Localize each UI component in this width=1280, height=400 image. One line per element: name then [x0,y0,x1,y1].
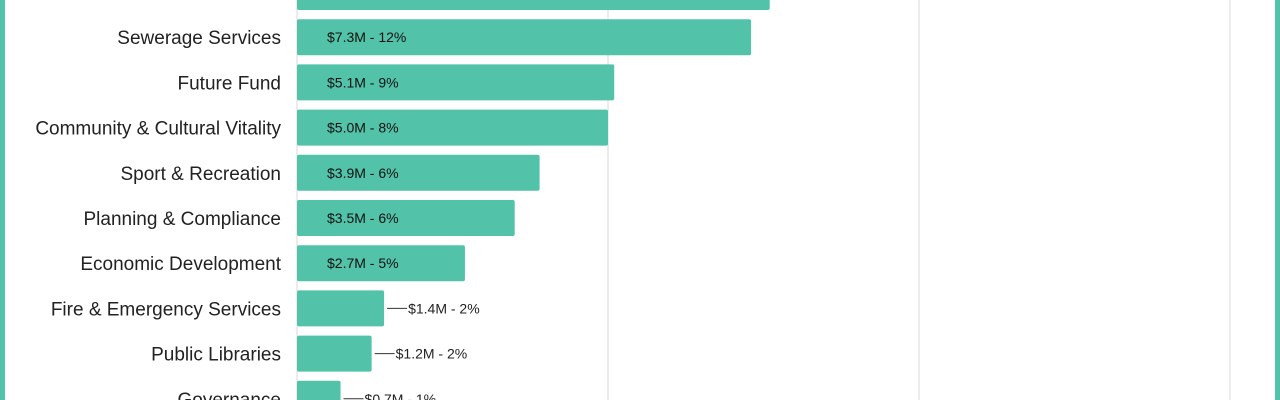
category-label-8: Public Libraries [151,345,281,366]
data-label-5: $3.5M - 6% [327,210,399,226]
category-label-5: Planning & Compliance [83,209,281,230]
category-label-1: Sewerage Services [117,28,281,49]
data-label-9: $0.7M - 1% [365,391,437,400]
data-label-1: $7.3M - 12% [327,29,406,45]
labels: Sewerage Services $7.3M - 12% Future Fund $… [35,28,479,400]
bars [297,0,770,400]
bar-8 [297,335,372,372]
bar-3 [297,109,608,146]
bar-chart: Sewerage Services $7.3M - 12% Future Fund $… [35,0,1231,400]
bar-9 [297,380,341,400]
data-label-2: $5.1M - 9% [327,74,399,90]
data-label-4: $3.9M - 6% [327,165,399,181]
data-label-6: $2.7M - 5% [327,255,399,271]
data-label-3: $5.0M - 8% [327,120,399,136]
bar-0 [297,0,770,10]
data-label-7: $1.4M - 2% [408,300,480,316]
category-label-6: Economic Development [80,254,281,275]
bar-1 [297,19,752,56]
category-label-3: Community & Cultural Vitality [35,119,281,140]
bar-5 [297,200,515,236]
bar-7 [297,290,385,327]
category-label-9: Governance [177,390,281,400]
category-label-4: Sport & Recreation [120,164,281,185]
data-label-8: $1.2M - 2% [396,346,468,362]
category-label-2: Future Fund [178,73,282,94]
category-label-7: Fire & Emergency Services [51,299,281,320]
bar-2 [297,64,615,101]
bar-6 [297,245,465,282]
bar-4 [297,154,540,191]
